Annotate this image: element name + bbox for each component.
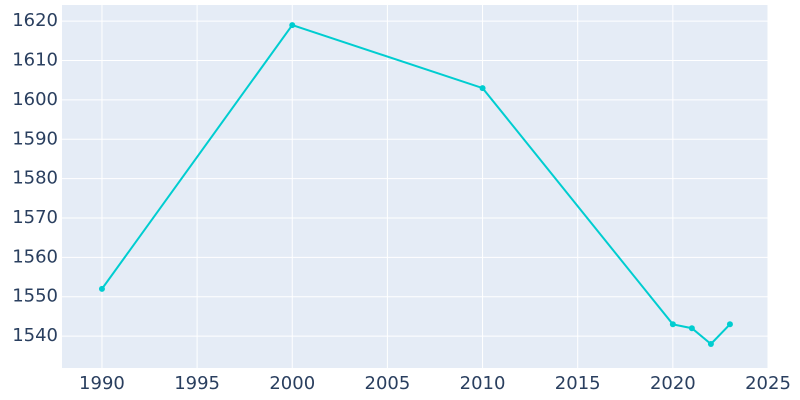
y-tick-label: 1550 xyxy=(12,286,58,307)
y-tick-label: 1570 xyxy=(12,207,58,228)
point xyxy=(707,340,714,347)
x-tick-label: 2015 xyxy=(555,373,601,394)
point xyxy=(289,22,296,29)
y-tick-label: 1580 xyxy=(12,168,58,189)
plot-background xyxy=(62,5,768,368)
y-tick-label: 1540 xyxy=(12,325,58,346)
point xyxy=(726,321,733,328)
x-tick-label: 2025 xyxy=(745,373,791,394)
x-tick-label: 2005 xyxy=(365,373,411,394)
x-tick-label: 2000 xyxy=(269,373,315,394)
y-tick-label: 1560 xyxy=(12,246,58,267)
x-tick-label: 1995 xyxy=(174,373,220,394)
y-tick-label: 1610 xyxy=(12,50,58,71)
point xyxy=(669,321,676,328)
y-tick-label: 1590 xyxy=(12,128,58,149)
point xyxy=(688,325,695,332)
y-tick-label: 1600 xyxy=(12,89,58,110)
x-tick-label: 2010 xyxy=(460,373,506,394)
y-tick-label: 1620 xyxy=(12,10,58,31)
x-tick-label: 2020 xyxy=(650,373,696,394)
point xyxy=(98,285,105,292)
x-tick-label: 1990 xyxy=(79,373,125,394)
point xyxy=(479,85,486,92)
